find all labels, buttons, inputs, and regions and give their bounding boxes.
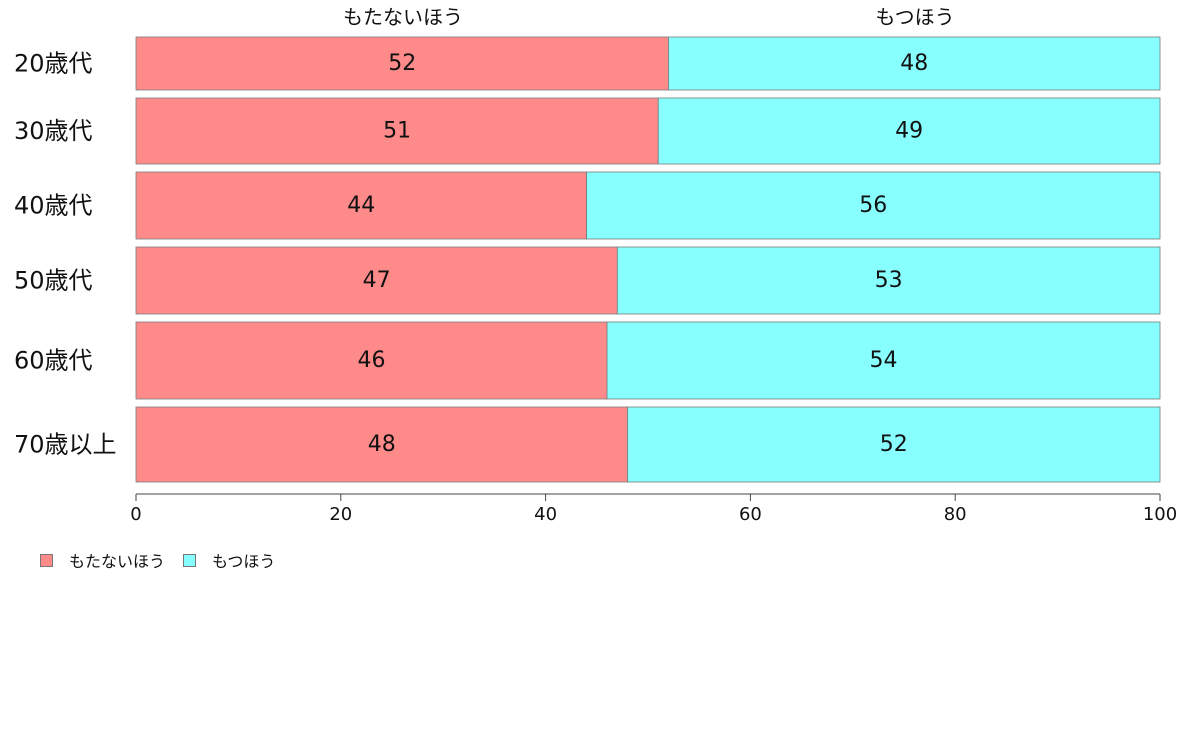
category-label-3: 50歳代 — [14, 267, 93, 295]
data-label-motanai-3: 47 — [363, 268, 391, 293]
legend-item-motanai: もたないほう — [40, 548, 165, 572]
x-tick-label-2: 40 — [534, 504, 557, 525]
category-label-4: 60歳代 — [14, 347, 93, 375]
data-label-motanai-4: 46 — [358, 348, 386, 373]
data-label-motanai-5: 48 — [368, 432, 396, 457]
legend-label-motanai: もたないほう — [69, 552, 166, 571]
bar-segment-motsu-3 — [616, 246, 1161, 315]
category-label-0: 20歳代 — [14, 50, 93, 78]
bar-segment-motsu-4 — [606, 321, 1161, 400]
bar-segment-motanai-3 — [135, 246, 618, 315]
x-tick-label-0: 0 — [130, 504, 141, 525]
column-headers: もたないほう もつほう — [343, 5, 955, 29]
x-axis: 0 20 40 60 80 100 — [130, 493, 1177, 525]
category-label-5: 70歳以上 — [14, 431, 117, 459]
bar-segment-motanai-1 — [135, 97, 659, 165]
data-label-motsu-2: 56 — [859, 193, 887, 218]
legend-swatch-motanai — [40, 553, 53, 567]
x-tick-label-1: 20 — [329, 504, 352, 525]
legend-label-motsu: もつほう — [212, 552, 276, 571]
data-label-motanai-2: 44 — [347, 193, 375, 218]
data-label-motsu-4: 54 — [870, 348, 898, 373]
legend-item-motsu: もつほう — [183, 548, 275, 572]
data-label-motanai-0: 52 — [388, 51, 416, 76]
category-label-2: 40歳代 — [14, 192, 93, 220]
header-right: もつほう — [875, 5, 954, 29]
x-tick-label-5: 100 — [1143, 504, 1177, 525]
data-label-motsu-5: 52 — [880, 432, 908, 457]
bar-segment-motsu-5 — [627, 406, 1161, 483]
data-label-motsu-1: 49 — [895, 119, 923, 144]
data-label-motanai-1: 51 — [383, 119, 411, 144]
data-label-motsu-0: 48 — [900, 51, 928, 76]
header-left: もたないほう — [343, 5, 463, 29]
category-labels: 20歳代 30歳代 40歳代 50歳代 60歳代 70歳以上 — [14, 50, 117, 459]
legend-swatch-motsu — [183, 553, 197, 567]
category-label-1: 30歳代 — [14, 117, 93, 145]
data-label-motsu-3: 53 — [875, 268, 903, 293]
x-tick-label-4: 80 — [944, 504, 967, 525]
bars: 52 48 51 49 44 56 47 53 46 54 48 52 — [135, 36, 1161, 483]
bar-segment-motsu-0 — [668, 36, 1161, 91]
bar-segment-motanai-2 — [135, 171, 587, 240]
bar-segment-motsu-1 — [657, 97, 1161, 165]
bar-segment-motsu-2 — [586, 171, 1161, 240]
legend: もたないほう もつほう — [40, 548, 293, 572]
x-tick-label-3: 60 — [739, 504, 762, 525]
bar-segment-motanai-0 — [135, 36, 669, 91]
bar-segment-motanai-4 — [135, 321, 608, 400]
